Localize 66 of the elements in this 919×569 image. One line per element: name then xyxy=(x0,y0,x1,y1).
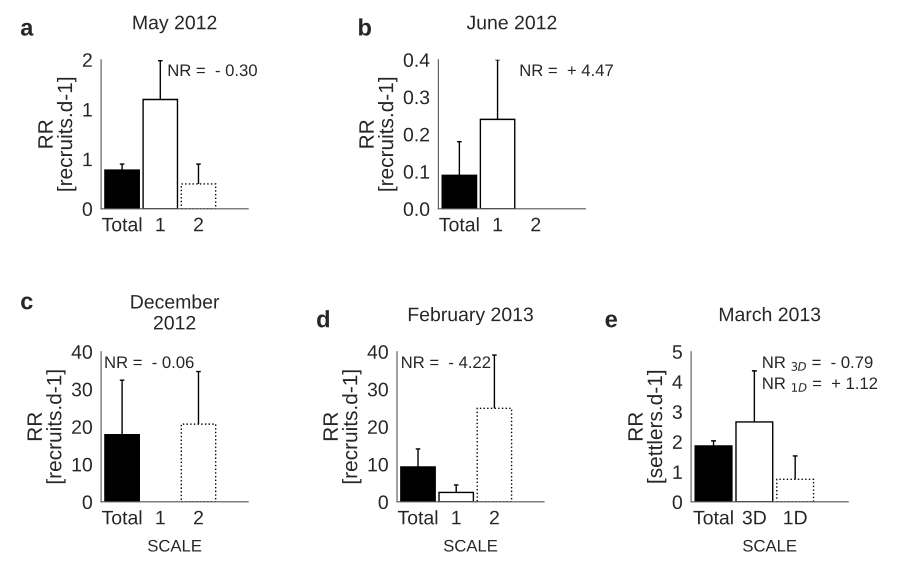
y-tick-label: 0.4 xyxy=(404,53,430,67)
y-tick-label: 0.1 xyxy=(404,165,430,179)
y-tick-label: 40 xyxy=(72,345,92,359)
bar xyxy=(104,169,140,209)
y-tick-label: 4 xyxy=(672,375,682,389)
x-tick-label: 1 xyxy=(452,510,461,524)
chart-title: March 2013 xyxy=(720,306,820,322)
y-axis-title: RR [recruits.d-1] xyxy=(38,78,76,191)
x-axis-title: SCALE xyxy=(743,540,796,552)
y-tick-label: 1 xyxy=(83,103,92,116)
chart-title: December 2012 xyxy=(131,294,220,330)
y-axis-title: RR [recruits.d-1] xyxy=(359,78,398,191)
x-tick-label: 1 xyxy=(156,218,165,232)
y-tick-label: 1 xyxy=(673,465,682,479)
y-tick-label: 5 xyxy=(672,345,682,359)
x-tick-label: 2 xyxy=(531,218,540,232)
annotation: NR $_{1D}$ = + 1.12 xyxy=(763,377,878,392)
y-tick-label: 40 xyxy=(367,345,388,359)
y-tick-label: 0 xyxy=(378,495,388,510)
annotation: NR = - 4.22 xyxy=(402,356,490,368)
annotation: NR = - 0.06 xyxy=(105,356,194,368)
x-tick-label: 3D xyxy=(742,510,766,524)
y-tick-label: 30 xyxy=(368,382,388,396)
x-axis-title: SCALE xyxy=(444,540,498,552)
y-axis-title: RR [settlers.d-1] xyxy=(628,370,666,483)
y-axis-title: RR [recruits.d-1] xyxy=(28,370,66,484)
y-tick-label: 1 xyxy=(83,152,92,166)
y-axis-title: RR [recruits.d-1] xyxy=(323,370,362,484)
text: e xyxy=(606,314,617,328)
y-tick-label: 2 xyxy=(82,53,92,67)
x-tick-label: 2 xyxy=(194,510,203,524)
x-tick-label: 1D xyxy=(784,510,807,524)
x-tick-label: Total xyxy=(693,510,733,524)
y-tick-label: 0 xyxy=(672,495,682,510)
y-tick-label: 30 xyxy=(72,382,92,396)
y-tick-label: 20 xyxy=(368,420,388,434)
bar xyxy=(694,445,733,502)
x-axis-title: SCALE xyxy=(148,540,202,552)
y-tick-label: 0.0 xyxy=(404,202,430,216)
annotation: NR = + 4.47 xyxy=(520,64,613,76)
x-tick-label: Total xyxy=(102,510,142,524)
y-tick-label: 20 xyxy=(72,420,92,434)
x-tick-label: 1 xyxy=(156,510,165,524)
y-tick-label: 0.2 xyxy=(404,128,430,142)
y-tick-label: 10 xyxy=(72,458,92,472)
chart-title: May 2012 xyxy=(134,16,216,34)
chart-title: June 2012 xyxy=(466,16,556,30)
y-tick-label: 2 xyxy=(672,435,682,449)
y-tick-label: 3 xyxy=(672,405,682,419)
x-tick-label: 1 xyxy=(494,218,502,232)
text: a xyxy=(20,22,34,36)
x-tick-label: Total xyxy=(102,217,142,232)
text: b xyxy=(359,18,371,36)
x-tick-label: Total xyxy=(439,217,479,232)
annotation: NR = - 0.30 xyxy=(168,64,257,76)
y-tick-label: 10 xyxy=(368,458,388,472)
chart-title: February 2013 xyxy=(408,306,533,326)
x-tick-label: Total xyxy=(398,510,438,524)
y-tick-label: 0 xyxy=(82,495,92,510)
annotation: NR $_{3D}$ = - 0.79 xyxy=(763,356,872,371)
text: c xyxy=(21,296,33,310)
x-tick-label: 2 xyxy=(490,510,499,524)
text: d xyxy=(317,310,330,328)
y-tick-label: 0.3 xyxy=(404,90,430,104)
x-tick-label: 2 xyxy=(194,218,203,232)
y-tick-label: 0 xyxy=(82,202,92,216)
